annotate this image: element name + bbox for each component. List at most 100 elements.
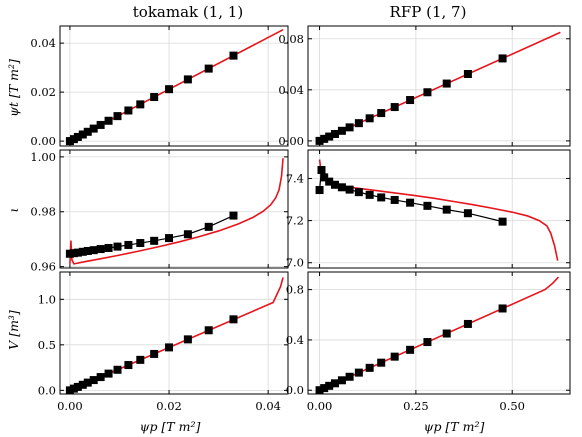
tok_iota-point-14 bbox=[204, 222, 213, 231]
tok_psit-point-15 bbox=[229, 51, 238, 60]
tok_V-point-5 bbox=[89, 376, 98, 385]
tok_V-point-6 bbox=[96, 373, 105, 382]
panel-tok_iota: 0.96 0.98 1.00 bbox=[30, 149, 289, 274]
rfp_psit-point-0 bbox=[315, 136, 324, 145]
tok_iota-point-3 bbox=[78, 247, 87, 256]
rfp_psit-point-5 bbox=[345, 123, 354, 132]
ylabel-iota: ι bbox=[6, 208, 21, 213]
rfp_V-xtick-label-2: 0.50 bbox=[499, 399, 525, 413]
rfp_psit-point-6 bbox=[354, 119, 363, 128]
rfp_psit-point-14 bbox=[498, 54, 507, 63]
tok_psit-ytick-label-0: 0.00 bbox=[30, 134, 56, 148]
rfp_V-ytick-label-1: 0.4 bbox=[286, 333, 304, 347]
tok_psit-ytick-label-1: 0.02 bbox=[30, 85, 56, 99]
tok_V-point-9 bbox=[124, 361, 133, 370]
title-rfp: RFP (1, 7) bbox=[390, 3, 467, 21]
rfp_iota-series-0-line bbox=[318, 159, 559, 261]
rfp_V-frame bbox=[307, 271, 571, 395]
rfp_iota-point-8 bbox=[365, 190, 374, 199]
tok_V-xtick-label-0: 0.00 bbox=[57, 399, 83, 413]
tok_V-xtick-label-2: 0.04 bbox=[255, 399, 281, 413]
rfp_V-series-0-line bbox=[319, 276, 560, 391]
rfp_iota-point-13 bbox=[442, 205, 451, 214]
panel-tok_psit: 0.00 0.02 0.04 bbox=[30, 25, 289, 148]
tok_psit-point-5 bbox=[89, 124, 98, 133]
tok_psit-point-4 bbox=[83, 127, 92, 136]
rfp_V-ytick-label-0: 0.0 bbox=[286, 383, 304, 397]
tok_iota-ytick-label-0: 0.96 bbox=[30, 260, 56, 274]
rfp_V-xtick-label-1: 0.25 bbox=[403, 399, 429, 413]
tok_V-ytick-label-2: 1.0 bbox=[38, 292, 56, 306]
tok_psit-point-2 bbox=[73, 132, 82, 141]
rfp_iota-point-11 bbox=[406, 198, 415, 207]
rfp_iota-point-7 bbox=[354, 188, 363, 197]
rfp_psit-point-1 bbox=[320, 134, 329, 143]
rfp_V-point-11 bbox=[423, 338, 432, 347]
tok_iota-point-10 bbox=[136, 239, 145, 248]
rfp_V-point-8 bbox=[377, 358, 386, 367]
rfp_V-point-6 bbox=[354, 368, 363, 377]
tok_iota-point-12 bbox=[165, 234, 174, 243]
ylabel-volume: V [m³] bbox=[6, 310, 21, 350]
tok_iota-ytick-label-2: 1.00 bbox=[30, 150, 56, 164]
tok_V-point-12 bbox=[165, 343, 174, 352]
tok_V-ytick-label-1: 0.5 bbox=[38, 338, 56, 352]
rfp_iota-point-15 bbox=[498, 217, 507, 226]
tok_V-point-7 bbox=[104, 369, 113, 378]
rfp_iota-point-0 bbox=[315, 186, 324, 195]
tok_iota-point-5 bbox=[89, 246, 98, 255]
rfp_iota-point-9 bbox=[377, 193, 386, 202]
rfp_V-ytick-label-2: 0.8 bbox=[286, 283, 304, 297]
tok_V-point-3 bbox=[78, 380, 87, 389]
rfp_iota-frame bbox=[307, 149, 571, 269]
tok_psit-point-8 bbox=[113, 112, 122, 121]
xlabel-rfp: ψp [T m²] bbox=[424, 419, 485, 434]
panel-rfp_psit: 0.00 0.04 0.08 bbox=[278, 25, 571, 148]
tok_psit-point-14 bbox=[204, 64, 213, 73]
tok_V-point-11 bbox=[150, 349, 159, 358]
rfp_psit-frame bbox=[307, 25, 571, 147]
rfp_iota-point-6 bbox=[345, 185, 354, 194]
rfp_psit-point-4 bbox=[337, 126, 346, 135]
rfp_iota-ytick-label-2: 7.4 bbox=[286, 171, 304, 185]
rfp_V-point-10 bbox=[406, 345, 415, 354]
rfp_psit-point-7 bbox=[365, 114, 374, 123]
title-tokamak: tokamak (1, 1) bbox=[133, 3, 243, 21]
rfp_psit-point-9 bbox=[390, 103, 399, 112]
tok_psit-point-11 bbox=[150, 93, 159, 102]
rfp_iota-point-4 bbox=[330, 180, 339, 189]
rfp_iota-point-3 bbox=[325, 177, 334, 186]
rfp_iota-point-5 bbox=[337, 183, 346, 192]
tok_iota-series-0-line bbox=[69, 158, 284, 265]
tok_V-ytick-label-0: 0.0 bbox=[38, 383, 56, 397]
tok_V-point-10 bbox=[136, 355, 145, 364]
tok_V-point-4 bbox=[83, 378, 92, 387]
rfp_V-point-1 bbox=[320, 384, 329, 393]
rfp_psit-point-13 bbox=[463, 70, 472, 78]
panel-rfp_iota: 7.0 7.2 7.4 bbox=[286, 149, 571, 270]
panel-rfp_V: 0.00 0.25 0.50 0.0 0.4 0.8 bbox=[286, 271, 571, 413]
tok_iota-point-15 bbox=[229, 211, 238, 220]
rfp_V-point-3 bbox=[330, 379, 339, 388]
tok_iota-ytick-label-1: 0.98 bbox=[30, 205, 56, 219]
rfp_iota-point-12 bbox=[423, 201, 432, 210]
tok_psit-point-12 bbox=[165, 85, 174, 94]
rfp_V-point-12 bbox=[442, 329, 451, 338]
rfp_psit-point-10 bbox=[406, 96, 415, 105]
rfp_iota-point-10 bbox=[390, 195, 399, 204]
rfp_psit-point-2 bbox=[325, 132, 334, 141]
tok_V-point-8 bbox=[113, 365, 122, 374]
rfp_V-xtick-label-0: 0.00 bbox=[307, 399, 333, 413]
tok_V-xtick-label-1: 0.02 bbox=[156, 399, 182, 413]
tok_iota-point-11 bbox=[150, 236, 159, 245]
rfp_V-point-5 bbox=[345, 372, 354, 381]
tok_psit-ytick-label-2: 0.04 bbox=[30, 36, 56, 50]
tok_psit-frame bbox=[59, 25, 289, 147]
rfp_iota-point-1 bbox=[317, 166, 326, 175]
rfp_V-point-4 bbox=[337, 376, 346, 385]
rfp_psit-point-8 bbox=[377, 109, 386, 118]
rfp_iota-point-2 bbox=[320, 173, 329, 182]
rfp_iota-ytick-label-1: 7.2 bbox=[286, 214, 304, 228]
xlabel-tokamak: ψp [T m²] bbox=[140, 419, 201, 434]
